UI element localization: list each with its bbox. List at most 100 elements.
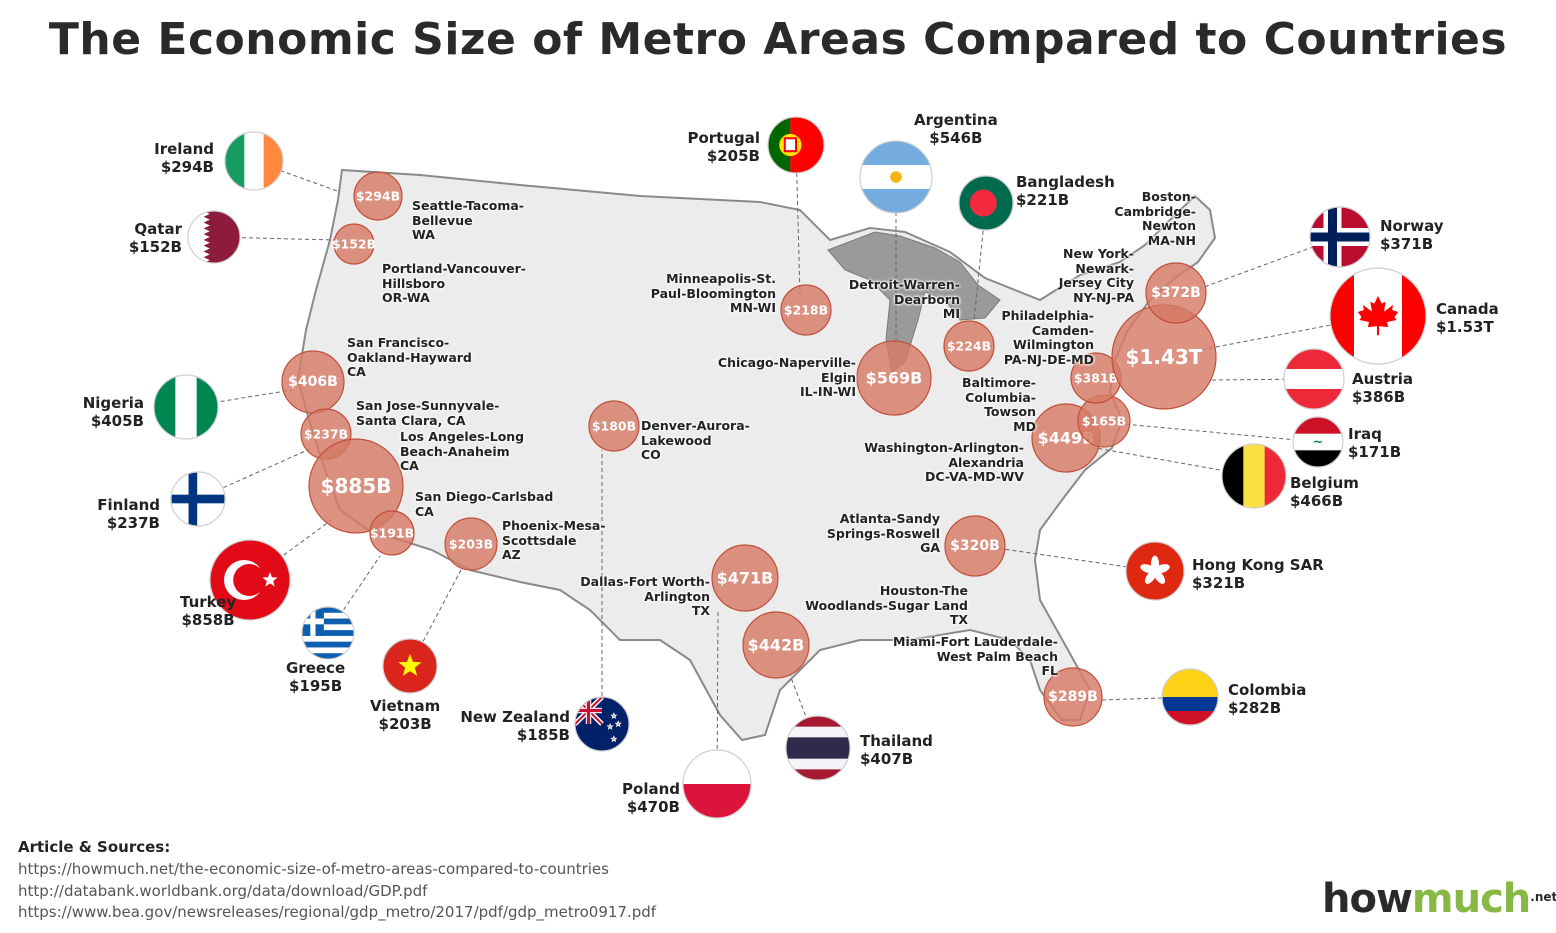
- miami-label: Miami-Fort Lauderdale- West Palm Beach FL: [893, 634, 1058, 679]
- minneapolis-label-line: Minneapolis-St.: [666, 271, 776, 286]
- greece-name: Greece: [286, 659, 346, 677]
- houston-label-line: Houston-The: [879, 583, 968, 598]
- newyork-bubble: $1.43T: [1111, 304, 1217, 410]
- phoenix-label-line: Scottsdale: [502, 532, 577, 548]
- denver-label-line: Denver-Aurora-: [641, 418, 750, 433]
- minneapolis-label-line: MN-WI: [730, 300, 776, 315]
- sandiego-label: San Diego-Carlsbad CA: [415, 489, 554, 519]
- portugal-label: Portugal $205B: [687, 129, 760, 165]
- argentina-label: Argentina $546B: [914, 111, 998, 147]
- poland-value: $470B: [626, 798, 680, 816]
- bangladesh-name: Bangladesh: [1016, 173, 1115, 191]
- sanjose-label: San Jose-Sunnyvale- Santa Clara, CA: [356, 398, 500, 428]
- nigeria-flag-icon: [154, 375, 218, 439]
- nigeria-name: Nigeria: [82, 394, 144, 412]
- dallas-label: Dallas-Fort Worth- Arlington TX: [580, 574, 710, 619]
- sandiego-bubble-circle: [369, 510, 415, 556]
- source-link-1[interactable]: https://howmuch.net/the-economic-size-of…: [18, 860, 609, 878]
- turkey-label: Turkey $858B: [180, 593, 236, 629]
- sanjose-label-line: San Jose-Sunnyvale-: [356, 398, 500, 413]
- dallas-bubble-value: $471B: [717, 569, 774, 588]
- metro-bubbles: $294B $152B $406B $237B $885B $191B $203B $180B…: [281, 171, 1217, 727]
- seattle-label-line: WA: [412, 227, 435, 242]
- chicago-bubble: $569B: [856, 340, 932, 416]
- seattle-label-line: Seattle-Tacoma-: [412, 198, 524, 213]
- washington-bubble-value: $449B: [1038, 429, 1095, 448]
- sanjose-label-line: Santa Clara, CA: [356, 412, 466, 428]
- washington-label-line: Washington-Arlington-: [864, 440, 1024, 455]
- ireland-flag-icon: [225, 132, 283, 190]
- houston-bubble: $442B: [742, 611, 810, 679]
- thailand-value: $407B: [860, 750, 914, 768]
- atlanta-label-line: Atlanta-Sandy: [839, 511, 940, 526]
- chicago-bubble-value: $569B: [866, 369, 923, 388]
- belgium-value: $466B: [1290, 492, 1344, 510]
- baltimore-label-line: MD: [1013, 418, 1036, 434]
- norway-value: $371B: [1380, 235, 1434, 253]
- detroit-label: Detroit-Warren- Dearborn MI: [848, 277, 960, 322]
- baltimore-label: Baltimore- Columbia- Towson MD: [962, 375, 1036, 434]
- sources-heading: Article & Sources:: [18, 838, 171, 856]
- detroit-label-line: Dearborn: [893, 291, 960, 307]
- finland-name: Finland: [97, 496, 160, 514]
- belgium-flag-icon: [1222, 444, 1286, 508]
- portland-label-line: Hillsboro: [382, 275, 446, 291]
- portland-bubble: $152B: [332, 223, 376, 265]
- boston-bubble-circle: [1145, 262, 1207, 324]
- greece-value: $195B: [288, 677, 343, 695]
- detroit-label-line: Detroit-Warren-: [848, 277, 960, 292]
- detroit-bubble: $224B: [943, 320, 995, 372]
- philadelphia-bubble-value: $381B: [1074, 371, 1118, 386]
- washington-label-line: Alexandria: [948, 454, 1024, 470]
- source-link-3[interactable]: https://www.bea.gov/newsreleases/regiona…: [18, 903, 657, 921]
- svg-text:~: ~: [1313, 434, 1323, 449]
- portugal-value: $205B: [706, 147, 760, 165]
- hongkong-connector: [995, 547, 1156, 572]
- newyork-label-line: Jersey City: [1058, 275, 1134, 290]
- ireland-name: Ireland: [154, 140, 214, 158]
- howmuch-logo[interactable]: howmuch.net: [1322, 876, 1556, 922]
- newyork-label-line: New York-: [1063, 246, 1134, 261]
- denver-label: Denver-Aurora- Lakewood CO: [641, 418, 750, 463]
- thailand-connector: [789, 674, 819, 749]
- atlanta-bubble-value: $320B: [950, 538, 1000, 554]
- hongkong-value: $321B: [1192, 574, 1246, 592]
- chicago-label: Chicago-Naperville- Elgin IL-IN-WI: [718, 355, 856, 400]
- baltimore-label-line: Baltimore-: [962, 375, 1036, 390]
- thailand-label: Thailand $407B: [860, 732, 933, 768]
- dallas-label-line: Dallas-Fort Worth-: [580, 574, 710, 589]
- canada-label: Canada $1.53T: [1436, 300, 1499, 336]
- norway-flag-icon: [1310, 207, 1370, 267]
- canada-name: Canada: [1436, 300, 1499, 318]
- belgium-label: Belgium $466B: [1290, 474, 1359, 510]
- page-title: The Economic Size of Metro Areas Compare…: [48, 14, 1508, 65]
- hongkong-name: Hong Kong SAR: [1192, 556, 1324, 574]
- iraq-flag-icon: ~: [1293, 417, 1343, 467]
- sandiego-label-line: San Diego-Carlsbad: [415, 489, 554, 504]
- colombia-label: Colombia $282B: [1228, 681, 1306, 717]
- turkey-value: $858B: [181, 611, 235, 629]
- denver-bubble: $180B: [588, 400, 640, 452]
- sanfrancisco-label-line: San Francisco-: [347, 335, 450, 350]
- miami-bubble-value: $289B: [1048, 689, 1098, 705]
- source-link-2[interactable]: http://databank.worldbank.org/data/downl…: [18, 881, 428, 900]
- denver-label-line: CO: [641, 447, 661, 462]
- sanfrancisco-bubble-value: $406B: [288, 374, 338, 390]
- boston-bubble-value: $372B: [1151, 285, 1201, 301]
- losangeles-bubble: $885B: [308, 438, 404, 534]
- denver-label-line: Lakewood: [641, 432, 712, 448]
- ireland-value: $294B: [160, 158, 214, 176]
- phoenix-label: Phoenix-Mesa- Scottsdale AZ: [502, 518, 606, 563]
- sandiego-label-line: CA: [415, 503, 434, 519]
- miami-label-line: FL: [1041, 663, 1058, 678]
- qatar-name: Qatar: [134, 220, 182, 238]
- seattle-bubble: $294B: [353, 171, 403, 221]
- sandiego-bubble-value: $191B: [370, 526, 414, 541]
- norway-label: Norway $371B: [1380, 217, 1444, 253]
- portland-bubble-circle: [333, 223, 375, 265]
- philadelphia-label-line: Wilmington: [1013, 337, 1094, 352]
- turkey-name: Turkey: [180, 593, 237, 611]
- atlanta-label: Atlanta-Sandy Springs-Roswell GA: [827, 511, 940, 556]
- houston-bubble-circle: [742, 611, 810, 679]
